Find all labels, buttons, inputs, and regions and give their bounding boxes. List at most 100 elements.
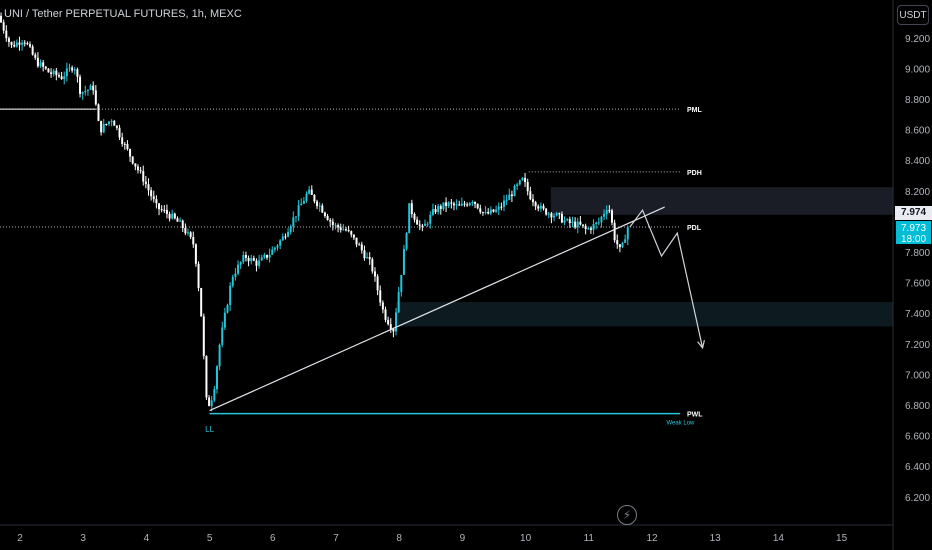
candle-body: [389, 324, 392, 330]
candle-body: [308, 189, 311, 194]
candle-body: [73, 69, 76, 71]
currency-button[interactable]: USDT: [897, 5, 929, 25]
candle-body: [215, 366, 218, 390]
candle-body: [165, 209, 168, 214]
candle-body: [247, 257, 250, 262]
candle-body: [273, 247, 276, 250]
y-tick-label: 6.600: [905, 432, 930, 443]
candle-body: [94, 90, 97, 105]
candle-body: [205, 355, 208, 398]
candle-body: [416, 219, 419, 225]
candle-body: [42, 62, 45, 67]
candle-body: [495, 209, 498, 212]
candle-body: [287, 231, 290, 237]
zones-layer: [396, 187, 893, 327]
candle-body: [263, 254, 266, 258]
candle-body: [579, 221, 582, 225]
candle-body: [584, 225, 587, 230]
candle-body: [268, 254, 271, 258]
candle-body: [547, 213, 550, 215]
candle-body: [402, 248, 405, 275]
candle-body: [189, 232, 192, 238]
current-price-value: 7.973: [900, 223, 927, 234]
candle-body: [395, 312, 398, 332]
candle-body: [621, 242, 624, 248]
annotation-ll: LL: [205, 425, 214, 434]
candle-body: [155, 199, 158, 204]
candle-body: [150, 190, 153, 197]
candle-body: [294, 216, 297, 218]
candle-body: [163, 209, 166, 211]
candle-body: [489, 209, 492, 214]
candle-body: [405, 233, 408, 249]
candle-body: [379, 290, 382, 303]
candle-body: [458, 204, 461, 206]
candle-body: [463, 203, 466, 205]
candle-body: [221, 327, 224, 345]
x-tick-label: 10: [520, 533, 532, 544]
candle-body: [597, 222, 600, 224]
candle-body: [539, 205, 542, 209]
annotation-weak-low: Weak Low: [666, 420, 695, 426]
candle-body: [118, 127, 121, 138]
candle-body: [426, 223, 429, 225]
candle-body: [31, 46, 34, 55]
candle-body: [44, 66, 47, 69]
candle-body: [555, 213, 558, 216]
candle-body: [492, 209, 495, 212]
candle-body: [431, 209, 434, 215]
candle-body: [466, 204, 469, 206]
candle-body: [592, 223, 595, 230]
candle-body: [400, 274, 403, 293]
x-tick-label: 11: [584, 533, 595, 544]
x-tick-label: 7: [333, 533, 339, 544]
candle-body: [21, 42, 24, 45]
x-tick-label: 3: [80, 533, 86, 544]
candle-body: [126, 144, 129, 150]
candles-layer: [0, 12, 629, 412]
candle-body: [603, 213, 606, 217]
candle-body: [147, 184, 150, 191]
candle-body: [300, 203, 303, 206]
y-tick-label: 8.400: [905, 156, 930, 167]
candle-body: [508, 194, 511, 201]
price-axis: 9.2009.0008.8008.6008.4008.2008.0007.800…: [905, 34, 930, 504]
candle-body: [15, 42, 18, 47]
candle-body: [413, 213, 416, 220]
candle-body: [110, 120, 113, 122]
candle-body: [123, 143, 126, 145]
candle-body: [455, 204, 458, 206]
candle-body: [355, 237, 358, 245]
candle-body: [329, 220, 332, 222]
candle-body: [568, 219, 571, 223]
candle-body: [323, 212, 326, 216]
lightning-icon[interactable]: ⚡: [617, 505, 637, 525]
x-tick-label: 15: [836, 533, 848, 544]
x-tick-label: 2: [17, 533, 23, 544]
level-label-pml: PML: [687, 107, 703, 114]
trendline: [209, 206, 665, 412]
candle-body: [234, 273, 237, 277]
candle-body: [321, 205, 324, 213]
candle-body: [29, 44, 32, 47]
candle-body: [244, 255, 247, 258]
x-tick-label: 8: [396, 533, 402, 544]
candle-body: [129, 149, 132, 157]
y-tick-label: 6.400: [905, 462, 930, 473]
candle-body: [231, 276, 234, 286]
candle-body: [331, 221, 334, 226]
candle-body: [223, 312, 226, 328]
candle-body: [574, 221, 577, 228]
candle-body: [89, 85, 92, 90]
candle-body: [481, 212, 484, 214]
candle-body: [258, 260, 261, 266]
price-zone: [550, 187, 893, 215]
candle-body: [516, 184, 519, 187]
candle-body: [342, 229, 345, 231]
candle-body: [587, 228, 590, 230]
candle-body: [616, 240, 619, 245]
candle-body: [418, 224, 421, 226]
candle-body: [76, 69, 79, 77]
candle-body: [500, 206, 503, 208]
